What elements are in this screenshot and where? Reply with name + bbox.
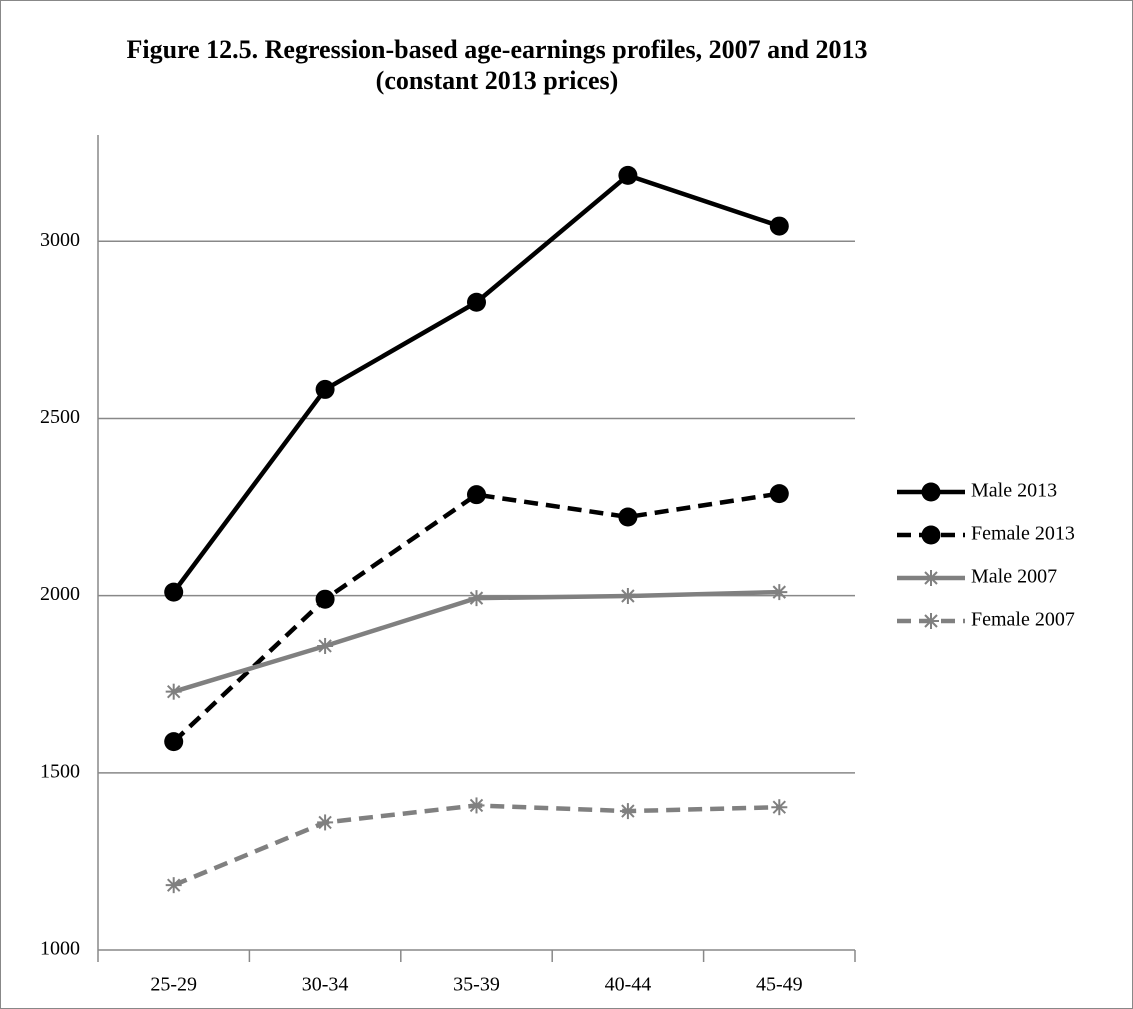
marker [769,216,789,236]
x-tick-label: 30-34 [302,974,349,996]
series-line [172,491,780,744]
legend-marker [923,570,939,586]
legend-marker [923,613,939,629]
x-tick-label: 25-29 [150,974,197,996]
legend-label: Female 2007 [971,609,1075,631]
marker [164,582,184,602]
marker [315,379,335,399]
marker-stroke [772,585,787,599]
marker [317,637,334,654]
marker [165,683,182,700]
marker [467,485,486,505]
y-tick-label: 1000 [40,938,80,960]
marker [771,584,788,601]
marker-stroke [318,639,332,653]
y-tick-label: 1500 [40,760,80,782]
marker-stroke [621,804,635,818]
marker [468,797,485,814]
marker [165,877,182,894]
y-tick-label: 3000 [40,229,80,251]
chart-title: Figure 12.5. Regression-based age-earnin… [126,35,868,95]
marker-stroke [469,798,484,813]
x-tick-label: 40-44 [605,974,652,996]
marker [619,588,636,605]
marker-stroke [469,591,484,605]
legend-label: Female 2013 [971,523,1075,545]
marker-stroke [621,589,635,603]
marker [467,292,486,312]
legend-label: Male 2013 [971,480,1057,502]
marker [769,484,789,504]
x-tick-label: 35-39 [453,974,500,996]
marker [618,165,638,185]
x-tick-label: 45-49 [756,974,803,996]
legend-marker-shape [921,482,941,502]
legend-marker [921,525,941,545]
y-tick-label: 2500 [40,406,80,428]
legend-marker-shape [924,614,938,628]
legend-label: Male 2007 [971,566,1057,588]
legend-marker-shape [921,525,941,545]
marker [468,590,485,607]
marker-stroke [166,684,181,699]
marker [771,799,788,816]
marker-stroke [166,878,181,892]
marker [619,803,636,820]
legend-marker-shape [924,571,938,585]
marker [317,814,334,831]
marker [164,732,184,752]
marker [315,589,335,609]
y-tick-label: 2000 [40,583,80,605]
marker-stroke [772,800,787,814]
marker-stroke [318,815,332,830]
marker [618,507,638,527]
legend-marker [921,482,941,502]
